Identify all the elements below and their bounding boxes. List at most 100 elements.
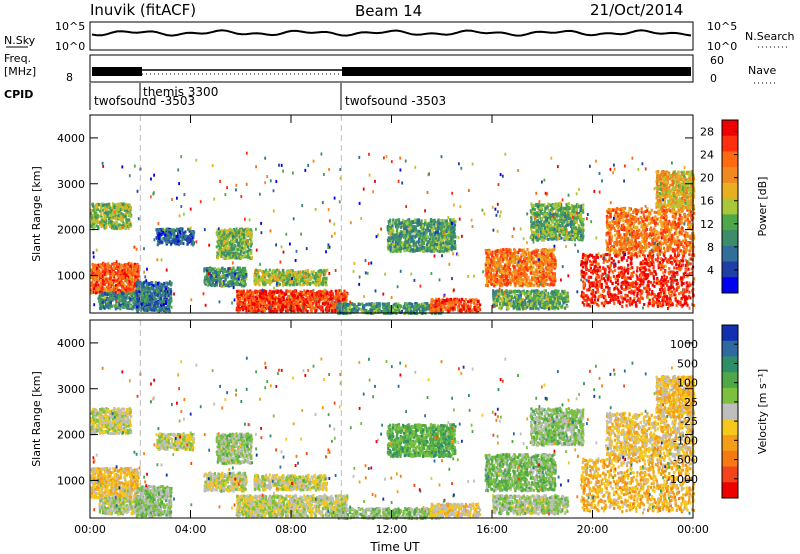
data-cell: [346, 310, 349, 314]
data-cell: [173, 240, 176, 244]
data-cell: [125, 305, 128, 309]
data-cell: [288, 303, 291, 307]
data-cell: [90, 276, 93, 280]
data-cell: [450, 246, 453, 250]
data-cell: [336, 290, 339, 294]
data-cell: [219, 253, 222, 257]
data-cell: [259, 291, 262, 295]
data-cell: [250, 240, 253, 244]
data-cell: [242, 266, 245, 270]
data-cell: [128, 268, 131, 272]
data-cell: [345, 292, 348, 296]
data-cell: [246, 249, 249, 253]
data-cell: [258, 304, 261, 308]
data-cell: [192, 241, 195, 245]
data-cell: [147, 296, 150, 300]
data-cell: [306, 309, 309, 313]
data-cell: [108, 306, 112, 310]
data-cell: [310, 309, 313, 313]
data-cell: [357, 307, 360, 311]
data-cell: [299, 283, 302, 287]
data-cell: [110, 288, 113, 292]
data-cell: [374, 302, 377, 306]
data-cell: [318, 282, 321, 286]
data-cell: [103, 282, 106, 286]
data-cell: [140, 308, 143, 312]
data-cell: [130, 262, 133, 266]
data-cell: [108, 210, 112, 214]
data-cell: [274, 309, 277, 313]
data-cell: [246, 303, 249, 307]
data-cell: [134, 268, 137, 272]
data-cell: [285, 292, 288, 296]
data-cell: [240, 280, 243, 284]
data-cell: [124, 223, 127, 227]
data-cell: [377, 307, 380, 311]
data-cell: [221, 266, 224, 270]
data-cell: [168, 303, 171, 307]
data-cell: [100, 220, 103, 224]
data-cell: [316, 305, 320, 309]
data-cell: [98, 214, 101, 218]
data-cell: [97, 263, 100, 267]
data-cell: [298, 299, 302, 303]
data-cell: [237, 233, 240, 237]
data-cell: [416, 218, 419, 222]
data-cell: [340, 306, 343, 310]
data-cell: [186, 242, 189, 246]
data-cell: [90, 225, 93, 229]
data-cell: [404, 231, 407, 235]
data-cell: [105, 218, 108, 222]
data-cell: [135, 290, 138, 294]
data-cell: [323, 295, 327, 299]
data-cell: [417, 248, 420, 252]
data-cell: [391, 224, 394, 228]
data-cell: [112, 291, 115, 295]
data-cell: [115, 286, 119, 290]
data-cell: [256, 293, 259, 297]
data-cell: [137, 272, 140, 276]
data-cell: [293, 280, 296, 284]
data-cell: [242, 272, 245, 276]
data-cell: [411, 234, 415, 238]
data-cell: [122, 215, 125, 218]
data-cell: [358, 302, 362, 306]
data-cell: [211, 281, 214, 285]
data-cell: [321, 291, 325, 295]
data-cell: [98, 271, 101, 275]
data-cell: [112, 271, 115, 275]
data-cell: [93, 220, 96, 224]
data-cell: [408, 308, 412, 312]
data-cell: [107, 302, 110, 305]
data-cell: [116, 288, 119, 292]
data-cell: [92, 209, 95, 212]
data-cell: [133, 271, 137, 275]
data-cell: [381, 302, 384, 306]
data-cell: [220, 268, 223, 272]
data-cell: [331, 309, 334, 313]
data-cell: [264, 296, 267, 300]
data-cell: [117, 268, 121, 272]
data-cell: [302, 283, 305, 287]
nsky-tick-top: 10^5: [55, 20, 85, 33]
data-cell: [409, 241, 412, 245]
data-cell: [264, 309, 267, 313]
data-cell: [169, 300, 172, 304]
data-cell: [372, 303, 375, 306]
data-cell: [234, 247, 237, 251]
data-cell: [153, 303, 156, 307]
data-cell: [395, 306, 398, 310]
data-cell: [453, 242, 456, 246]
data-cell: [103, 280, 106, 284]
data-cell: [307, 301, 310, 305]
data-cell: [345, 298, 348, 302]
data-cell: [275, 268, 279, 272]
data-cell: [267, 274, 270, 278]
data-cell: [156, 228, 159, 231]
data-cell: [310, 305, 314, 309]
data-cell: [140, 286, 143, 290]
data-cell: [92, 213, 95, 217]
data-cell: [168, 288, 171, 292]
data-cell: [151, 294, 154, 298]
data-cell: [125, 218, 128, 221]
